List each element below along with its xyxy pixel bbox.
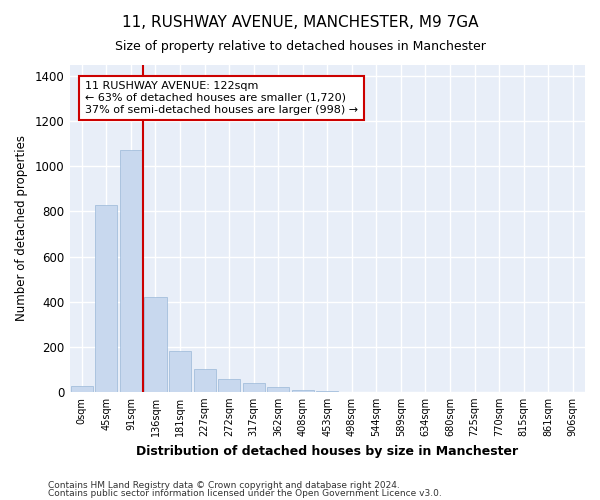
Bar: [169, 351, 191, 392]
Text: Size of property relative to detached houses in Manchester: Size of property relative to detached ho…: [115, 40, 485, 53]
Bar: [292, 390, 314, 392]
Text: Contains public sector information licensed under the Open Government Licence v3: Contains public sector information licen…: [48, 489, 442, 498]
Text: 11 RUSHWAY AVENUE: 122sqm
← 63% of detached houses are smaller (1,720)
37% of se: 11 RUSHWAY AVENUE: 122sqm ← 63% of detac…: [85, 82, 358, 114]
X-axis label: Distribution of detached houses by size in Manchester: Distribution of detached houses by size …: [136, 444, 518, 458]
Text: Contains HM Land Registry data © Crown copyright and database right 2024.: Contains HM Land Registry data © Crown c…: [48, 480, 400, 490]
Bar: [95, 204, 118, 392]
Bar: [267, 388, 289, 392]
Bar: [120, 150, 142, 392]
Bar: [145, 297, 167, 392]
Bar: [316, 391, 338, 392]
Bar: [194, 370, 215, 392]
Y-axis label: Number of detached properties: Number of detached properties: [15, 136, 28, 322]
Bar: [218, 378, 240, 392]
Text: 11, RUSHWAY AVENUE, MANCHESTER, M9 7GA: 11, RUSHWAY AVENUE, MANCHESTER, M9 7GA: [122, 15, 478, 30]
Bar: [242, 384, 265, 392]
Bar: [71, 386, 93, 392]
